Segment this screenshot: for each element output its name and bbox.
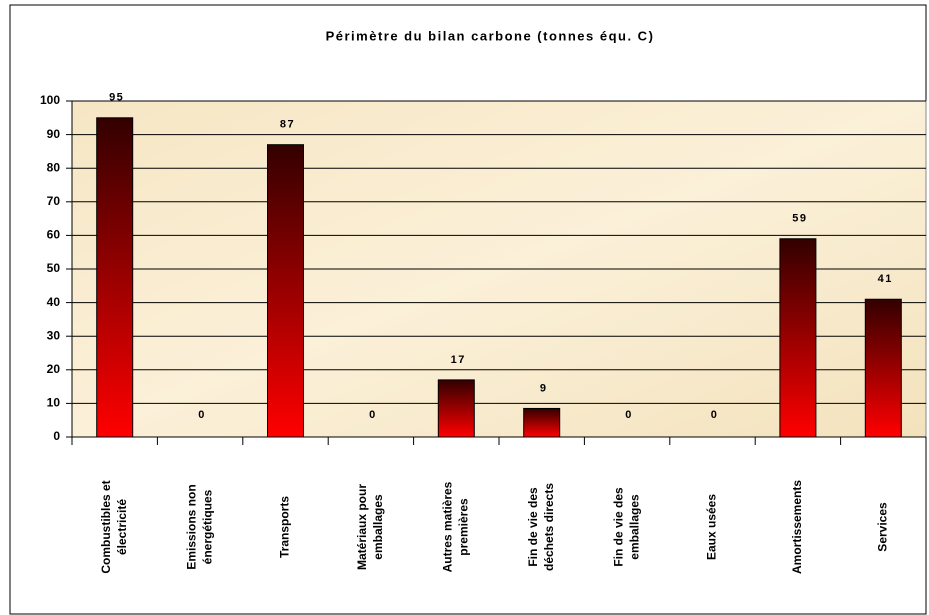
x-tick-label: Fin de vie des (526, 487, 540, 567)
bar (523, 407, 561, 438)
y-tick-label: 40 (47, 295, 61, 309)
x-tick-label-group: Transports (278, 496, 292, 558)
x-tick-label: énergétiques (200, 489, 214, 564)
value-label: 95 (109, 92, 124, 104)
y-tick-label: 0 (53, 429, 60, 443)
x-tick-label: Fin de vie des (611, 487, 625, 567)
y-tick-label: 90 (47, 127, 61, 141)
chart-title: Périmètre du bilan carbone (tonnes équ. … (326, 28, 655, 43)
bar (437, 379, 475, 438)
x-tick-label: Services (875, 502, 889, 552)
value-label: 87 (280, 119, 295, 131)
x-tick-label: Amortissements (790, 480, 804, 574)
x-tick-label: emballages (627, 494, 641, 560)
value-label: 0 (198, 409, 206, 421)
x-tick-label-group: Amortissements (790, 480, 804, 574)
bar (779, 238, 817, 438)
x-tick-label: emballages (371, 494, 385, 560)
x-tick-label: déchets directs (542, 483, 556, 571)
value-label: 0 (369, 409, 377, 421)
y-tick-label: 10 (47, 396, 61, 410)
x-tick-label: Emissions non (184, 484, 198, 569)
x-tick-label: Combustibles et (99, 480, 113, 573)
value-label: 59 (792, 213, 807, 225)
y-tick-label: 20 (47, 362, 61, 376)
y-tick-label: 70 (47, 194, 61, 208)
value-label: 0 (625, 409, 633, 421)
y-tick-label: 50 (47, 261, 61, 275)
y-tick-label: 100 (40, 93, 60, 107)
x-tick-label-group: Services (875, 502, 889, 552)
y-tick-label: 80 (47, 160, 61, 174)
bar (864, 298, 902, 438)
y-tick-label: 60 (47, 228, 61, 242)
value-label: 0 (711, 409, 719, 421)
x-tick-label: Autres matières (440, 481, 454, 572)
x-tick-label-group: Autres matières premières (440, 481, 470, 572)
x-tick-label-group: Emissions non énergétiques (184, 484, 214, 569)
y-tick-label: 30 (47, 328, 61, 342)
bar (267, 144, 304, 438)
value-label: 17 (451, 354, 466, 366)
x-tick-label: Eaux usées (705, 494, 719, 560)
x-tick-label-group: Matériaux pour emballages (355, 484, 385, 570)
value-label: 41 (878, 273, 893, 285)
x-tick-label: électricité (115, 499, 129, 555)
x-tick-label-group: Eaux usées (705, 494, 719, 560)
x-tick-label-group: Fin de vie des déchets directs (526, 483, 556, 571)
x-tick-label: premières (456, 498, 470, 556)
x-tick-label-group: Combustibles et électricité (99, 480, 129, 573)
x-tick-label: Transports (278, 496, 292, 558)
x-tick-label-group: Fin de vie des emballages (611, 487, 641, 567)
value-label: 9 (540, 382, 548, 394)
x-tick-label: Matériaux pour (355, 484, 369, 570)
bar (96, 117, 134, 438)
